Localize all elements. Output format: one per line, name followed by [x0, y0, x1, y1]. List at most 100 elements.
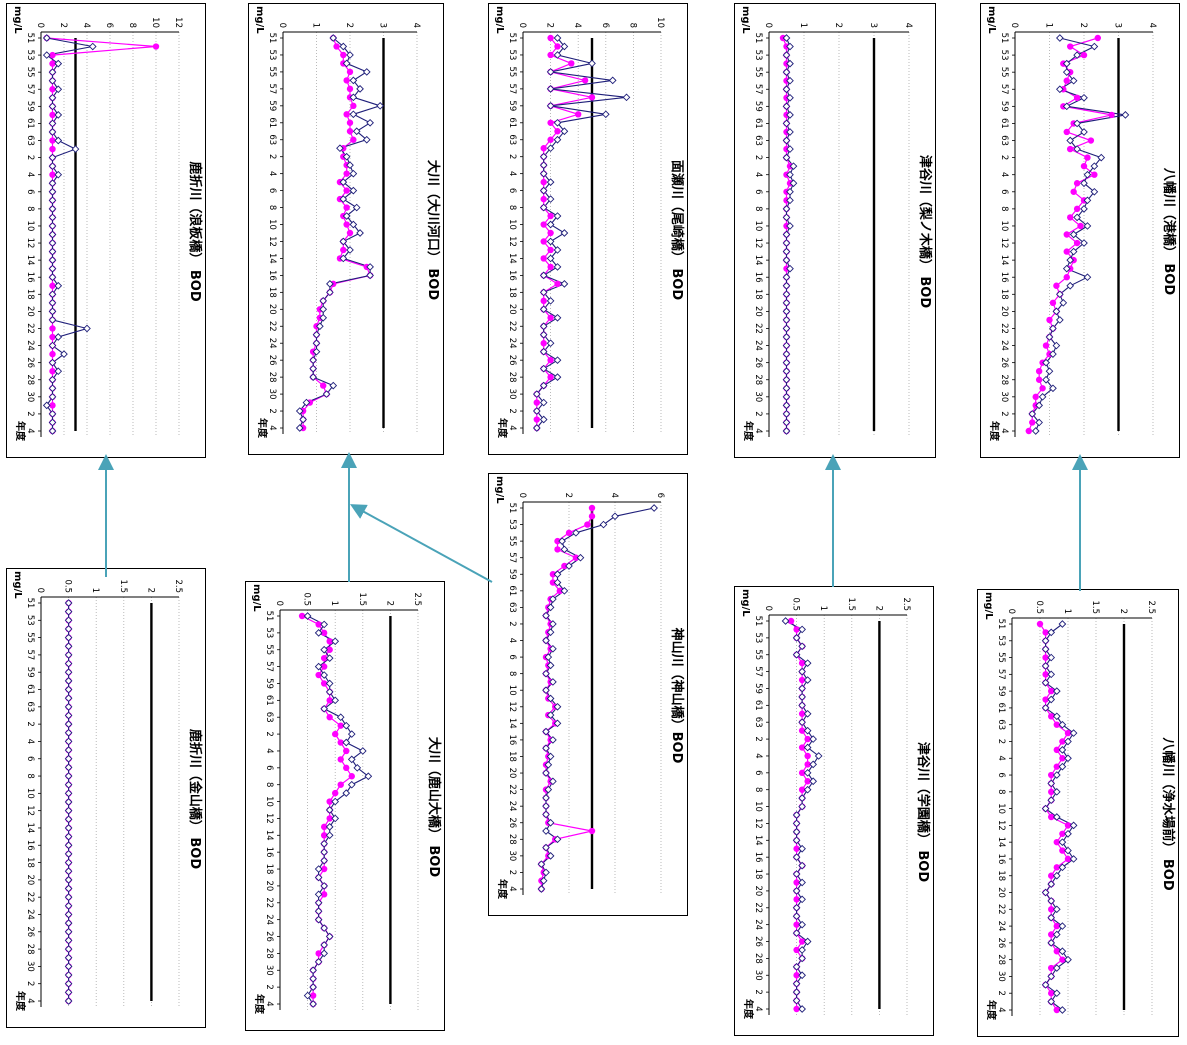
average-point	[1032, 393, 1039, 401]
measured-point	[792, 853, 801, 862]
measured-point	[786, 128, 794, 136]
x-tick-label: 12	[507, 236, 517, 247]
x-tick-label: 24	[507, 801, 517, 812]
average-point	[1053, 721, 1060, 728]
measured-point	[314, 662, 323, 671]
average-point	[1042, 696, 1049, 703]
measured-point	[48, 213, 57, 222]
measured-point	[539, 305, 548, 314]
x-tick-label: 61	[25, 118, 35, 129]
average-point	[798, 744, 806, 751]
measured-point	[546, 85, 555, 93]
measured-point	[539, 288, 548, 297]
measured-point	[553, 719, 562, 728]
measured-point	[553, 51, 562, 59]
x-tick-label: 20	[996, 887, 1006, 898]
y-tick-label: 0.5	[63, 579, 73, 593]
measured-point	[60, 350, 68, 358]
average-point	[343, 764, 350, 772]
average-point	[554, 128, 561, 135]
measured-point	[302, 398, 311, 407]
measured-point	[792, 634, 801, 642]
measured-point	[1047, 628, 1056, 637]
y-tick-label: 4	[609, 493, 619, 498]
average-point	[320, 654, 328, 662]
measured-point	[48, 187, 57, 196]
average-point	[49, 350, 56, 358]
y-tick-label: 1	[329, 601, 339, 606]
measured-point	[553, 373, 562, 381]
measured-point	[782, 205, 791, 213]
average-point	[340, 51, 347, 59]
measured-point	[358, 747, 367, 755]
x-tick-label: 53	[999, 50, 1009, 61]
average-point	[1047, 771, 1055, 779]
measured-point	[553, 313, 562, 322]
average-point	[1039, 385, 1046, 392]
average-point	[1047, 906, 1055, 913]
x-tick-label: 6	[25, 189, 35, 194]
measured-point	[48, 410, 57, 418]
measured-point	[1052, 787, 1061, 796]
average-point	[1063, 248, 1070, 255]
measured-point	[314, 898, 323, 907]
measured-point	[1073, 119, 1081, 128]
measured-point	[48, 222, 57, 230]
measured-point	[64, 893, 73, 902]
average-point	[326, 815, 333, 822]
measured-point	[803, 937, 812, 946]
x-tick-label: 16	[25, 840, 35, 851]
x-tick-label: 4	[996, 1007, 1006, 1012]
measured-point	[1090, 42, 1099, 51]
y-unit-label: mg/L	[986, 6, 997, 34]
measured-point	[1047, 913, 1056, 922]
measured-point	[798, 920, 806, 929]
y-tick-label: 8	[127, 23, 137, 28]
average-point	[556, 587, 563, 595]
measured-point	[553, 212, 562, 220]
measured-point	[48, 392, 57, 401]
measured-point	[48, 68, 57, 77]
chart-svg: 八幡川（浄水場前） BOD mg/L 0 0.5 1 1.5 2 2.5 51 53 55 57 59 6…	[983, 592, 1176, 1021]
x-tick-label: 55	[267, 66, 277, 77]
x-tick-label: 16	[507, 734, 517, 745]
x-tick-label: 8	[264, 782, 274, 787]
x-tick-label: 24	[25, 340, 35, 351]
measured-point	[48, 427, 57, 435]
measured-point	[42, 51, 51, 59]
average-point	[793, 946, 800, 954]
measured-point	[64, 651, 73, 659]
measured-point	[309, 966, 317, 975]
measured-point	[537, 860, 546, 868]
chart-title: 鹿折川（浪板橋） BOD	[187, 161, 203, 301]
measured-point	[782, 384, 791, 393]
measured-point	[64, 780, 73, 789]
measured-point	[1073, 213, 1081, 222]
measured-point	[1035, 401, 1043, 410]
average-point	[1047, 687, 1055, 695]
average-point	[333, 43, 340, 50]
x-tick-label: 51	[25, 33, 35, 44]
y-tick-label: 2	[145, 588, 155, 593]
x-tick-label: 2	[507, 154, 517, 159]
chart-title: 大川（鹿山大橋） BOD	[426, 737, 442, 877]
measured-point	[64, 789, 73, 798]
x-tick-label: 8	[25, 206, 35, 211]
measured-point	[1069, 729, 1078, 737]
measured-point	[546, 603, 555, 612]
average-point	[309, 992, 317, 999]
average-point	[326, 697, 333, 704]
measured-point	[803, 659, 812, 668]
measured-point	[542, 744, 550, 753]
measured-point	[320, 848, 328, 857]
measured-point	[798, 701, 806, 710]
measured-point	[326, 280, 334, 288]
measured-point	[1058, 720, 1067, 729]
measured-point	[1056, 34, 1064, 42]
measured-point	[48, 256, 57, 264]
average-point	[1063, 128, 1070, 136]
x-tick-label: 6	[264, 765, 274, 770]
x-tick-label: 4	[507, 425, 517, 430]
x-unit-label: 年度	[742, 421, 755, 442]
